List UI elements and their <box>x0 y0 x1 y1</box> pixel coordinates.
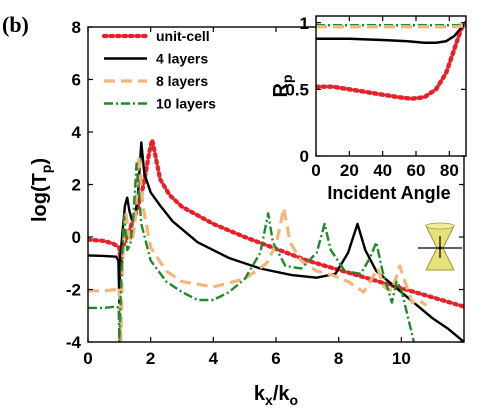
main-series-layer <box>88 137 464 342</box>
main-x-tick-label: 6 <box>271 349 280 368</box>
main-x-label-sub2: o <box>290 392 299 408</box>
main-y-tick-label: 0 <box>72 228 81 247</box>
main-x-tick-label: 8 <box>334 349 343 368</box>
main-x-label: kx/ko <box>254 383 298 408</box>
main-axis-ticks: 0 2 4 6 8 10 -4 -2 0 2 4 6 8 <box>66 18 464 368</box>
legend: unit-cell 4 layers 8 layers 10 layers <box>101 28 216 112</box>
main-y-label-end: ) <box>29 158 51 165</box>
main-y-tick-label: 6 <box>72 71 81 90</box>
legend-label-1: 4 layers <box>156 51 208 67</box>
legend-label-3: 10 layers <box>156 96 216 112</box>
inset-y-label-text: R <box>270 83 292 98</box>
inset-series-layer <box>316 20 466 101</box>
hourglass-structure-icon <box>418 222 462 271</box>
legend-label-2: 8 layers <box>156 73 208 89</box>
main-x-label-k: k <box>254 383 266 405</box>
inset-y-label-sub: p <box>279 74 295 83</box>
inset-plot: 0 20 40 60 80 0 0.5 1 Rp Incident Angle <box>270 14 467 203</box>
inset-y-label: Rp <box>270 74 295 97</box>
inset-x-tick-label: 80 <box>440 161 459 180</box>
main-y-tick-label: 4 <box>72 123 82 142</box>
main-plot-frame <box>87 26 465 343</box>
inset-x-label: Incident Angle <box>327 183 450 203</box>
inset-y-tick-label: 0 <box>300 147 309 166</box>
main-x-tick-label: 0 <box>83 349 92 368</box>
inset-plot-frame <box>315 15 467 157</box>
main-y-label-sub: p <box>38 165 54 174</box>
main-y-tick-label: -2 <box>66 281 81 300</box>
main-x-label-mid: /k <box>273 383 291 405</box>
inset-y-tick-label: 1 <box>300 14 309 33</box>
inset-series-0 <box>316 20 466 101</box>
main-y-label: log(Tp) <box>29 158 54 222</box>
inset-axis-ticks: 0 20 40 60 80 0 0.5 1 <box>285 14 466 180</box>
main-y-tick-label: -4 <box>66 333 82 352</box>
panel-label: (b) <box>2 12 29 37</box>
main-series-1 <box>88 141 464 342</box>
main-y-label-text: log(T <box>29 173 51 222</box>
main-y-tick-label: 2 <box>72 176 81 195</box>
main-series-3 <box>88 162 416 342</box>
main-x-tick-label: 2 <box>146 349 155 368</box>
inset-x-tick-label: 60 <box>407 161 426 180</box>
main-y-tick-label: 8 <box>72 18 81 37</box>
main-x-label-sub: x <box>265 392 273 408</box>
inset-series-3 <box>316 23 466 29</box>
inset-x-tick-label: 40 <box>373 161 392 180</box>
inset-x-tick-label: 0 <box>311 161 320 180</box>
inset-y-tick-label: 0.5 <box>285 80 309 99</box>
main-x-tick-label: 4 <box>209 349 219 368</box>
inset-series-1 <box>316 21 466 44</box>
legend-label-0: unit-cell <box>156 28 210 44</box>
main-x-tick-label: 10 <box>392 349 411 368</box>
inset-x-tick-label: 20 <box>340 161 359 180</box>
